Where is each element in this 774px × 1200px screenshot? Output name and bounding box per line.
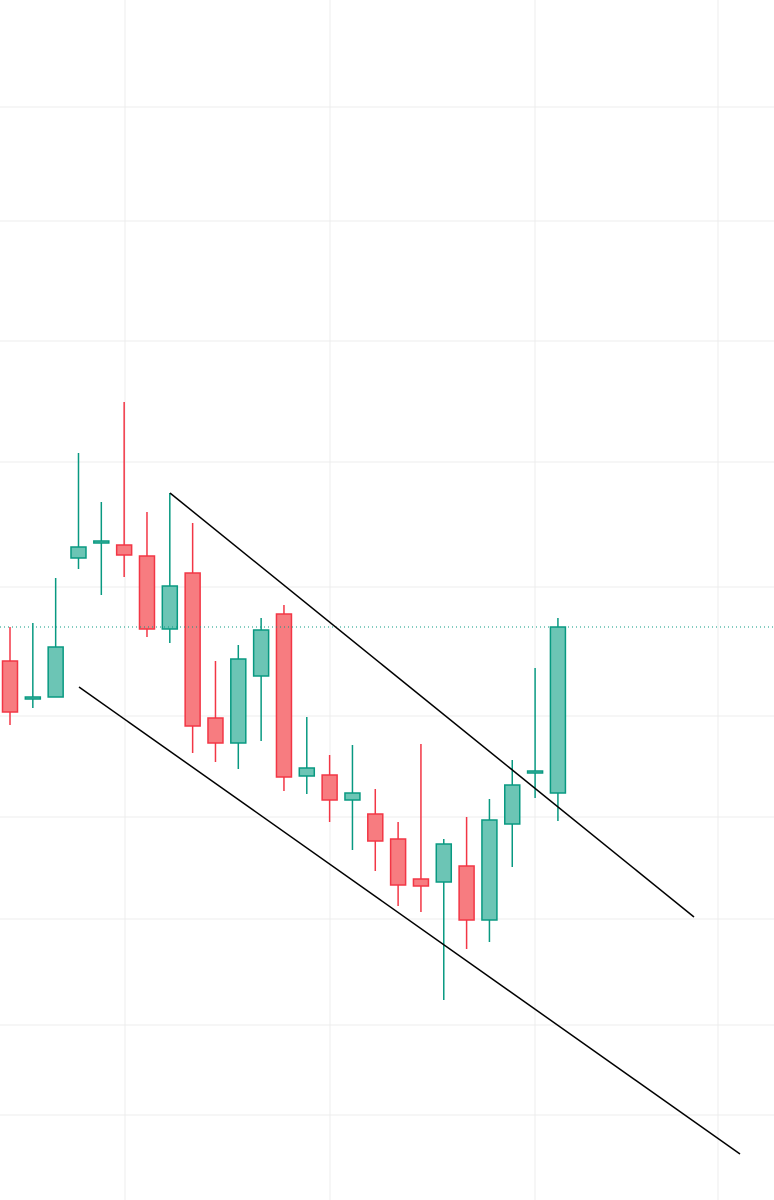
trendline-upper [169,492,695,918]
candle-body [184,572,201,727]
candle-body [481,819,498,921]
candle-body [549,626,567,794]
candle-body [230,658,247,744]
candle-body [1,660,19,713]
candle-body [115,544,133,556]
candle-body [526,770,544,774]
candle-body [458,865,475,921]
candle-body [321,774,338,801]
candle-body [24,696,42,700]
candle-body [93,540,110,544]
candle-body [298,767,316,777]
candle-body [47,646,64,698]
trendline-lower [78,686,741,1155]
candle-body [435,843,453,883]
vertical-grid [124,0,719,1200]
candle-body [389,838,407,886]
candle-body [161,585,179,630]
candle-body [252,629,270,677]
candle-body [70,546,87,559]
candle-body [504,784,521,825]
candle-body [412,878,430,887]
candle-body [207,717,224,744]
candle-body [367,813,384,842]
candle-body [344,792,361,801]
candle-body [138,555,156,630]
candle-body [275,613,293,778]
